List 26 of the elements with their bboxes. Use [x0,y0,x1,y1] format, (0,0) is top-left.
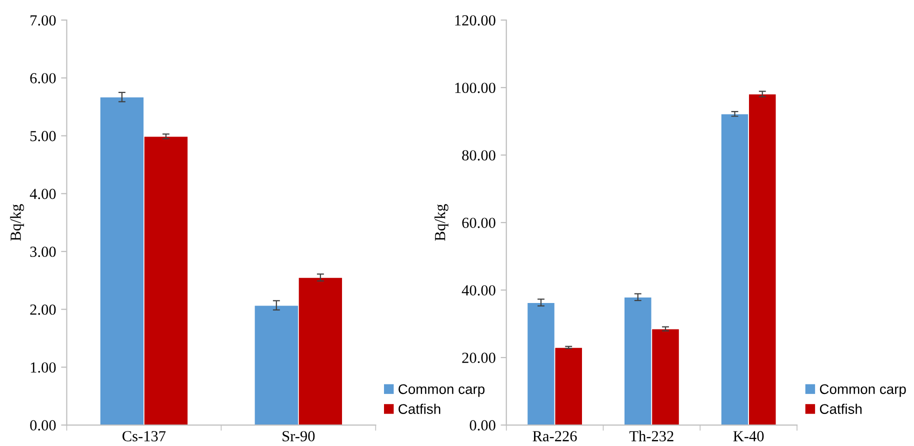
y-tick-label: 40.00 [462,285,496,296]
legend-label: Common carp [398,384,485,397]
y-tick-label: 2.00 [30,304,56,315]
x-tick-label: Ra-226 [532,431,577,442]
y-tick-label: 4.00 [30,188,56,200]
x-tick-label: Th-232 [629,430,674,442]
y-tick-label: 60.00 [462,218,496,228]
x-tick-label: Sr-90 [282,431,315,442]
x-tick-label: K-40 [733,431,764,442]
y-tick-label: 1.00 [30,362,56,373]
y-tick-label: 6.00 [30,73,56,84]
x-tick-label: Cs-137 [122,431,166,442]
y-axis-title: Bq/kg [10,204,24,241]
y-tick-label: 0.00 [30,420,56,431]
y-tick-label: 100.00 [455,82,496,94]
y-tick-label: 80.00 [462,150,496,161]
y-tick-label: 0.00 [470,420,496,431]
legend-label: Catfish [398,404,440,414]
legend-label: Common carp [820,384,906,397]
y-tick-label: 120.00 [455,15,496,26]
y-tick-label: 7.00 [30,15,56,26]
y-tick-label: 3.00 [30,246,56,257]
legend-label: Catfish [820,404,862,414]
y-axis-title: Bq/kg [434,204,448,241]
y-tick-label: 20.00 [462,352,496,364]
y-tick-label: 5.00 [30,130,56,142]
